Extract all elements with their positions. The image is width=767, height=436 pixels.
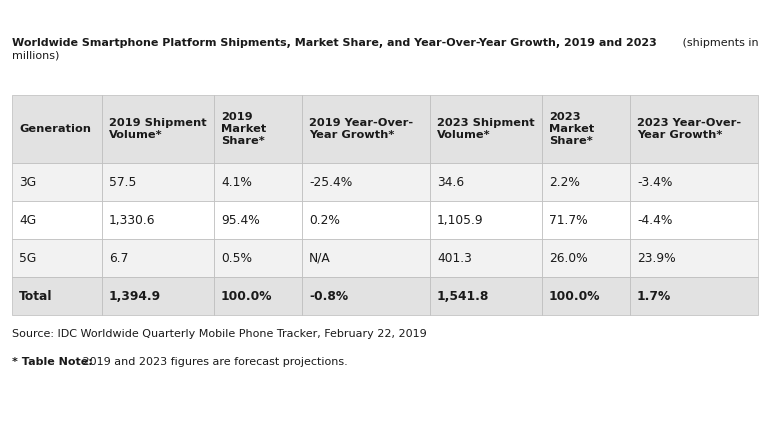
Bar xyxy=(302,201,430,239)
Text: Total: Total xyxy=(19,290,52,303)
Text: N/A: N/A xyxy=(309,252,331,265)
Text: -3.4%: -3.4% xyxy=(637,176,673,188)
Text: 1,394.9: 1,394.9 xyxy=(109,290,161,303)
Bar xyxy=(214,239,302,277)
Bar xyxy=(630,201,758,239)
Text: 3G: 3G xyxy=(19,176,36,188)
Bar xyxy=(430,239,542,277)
Text: 2023 Shipment
Volume*: 2023 Shipment Volume* xyxy=(437,118,535,140)
Bar xyxy=(630,277,758,315)
Bar xyxy=(430,95,542,163)
Bar xyxy=(430,277,542,315)
Bar xyxy=(12,95,102,163)
Text: 4G: 4G xyxy=(19,214,36,226)
Text: 1.7%: 1.7% xyxy=(637,290,671,303)
Text: 1,330.6: 1,330.6 xyxy=(109,214,156,226)
Bar xyxy=(102,277,214,315)
Text: * Table Note:: * Table Note: xyxy=(12,357,93,367)
Bar xyxy=(214,95,302,163)
Bar xyxy=(630,239,758,277)
Bar xyxy=(302,95,430,163)
Text: 95.4%: 95.4% xyxy=(221,214,260,226)
Text: (shipments in: (shipments in xyxy=(679,38,759,48)
Bar xyxy=(102,95,214,163)
Text: Source: IDC Worldwide Quarterly Mobile Phone Tracker, February 22, 2019: Source: IDC Worldwide Quarterly Mobile P… xyxy=(12,329,426,339)
Text: 2.2%: 2.2% xyxy=(549,176,580,188)
Text: 401.3: 401.3 xyxy=(437,252,472,265)
Bar xyxy=(12,239,102,277)
Text: 100.0%: 100.0% xyxy=(549,290,601,303)
Bar xyxy=(214,163,302,201)
Bar xyxy=(430,163,542,201)
Text: -0.8%: -0.8% xyxy=(309,290,348,303)
Text: 5G: 5G xyxy=(19,252,36,265)
Text: 57.5: 57.5 xyxy=(109,176,137,188)
Text: millions): millions) xyxy=(12,51,59,61)
Bar xyxy=(302,277,430,315)
Bar xyxy=(102,201,214,239)
Text: 2023
Market
Share*: 2023 Market Share* xyxy=(549,112,594,146)
Text: 100.0%: 100.0% xyxy=(221,290,272,303)
Bar xyxy=(102,239,214,277)
Bar xyxy=(542,163,630,201)
Text: 2023 Year-Over-
Year Growth*: 2023 Year-Over- Year Growth* xyxy=(637,118,741,140)
Bar xyxy=(630,95,758,163)
Bar xyxy=(542,239,630,277)
Text: 0.5%: 0.5% xyxy=(221,252,252,265)
Text: 71.7%: 71.7% xyxy=(549,214,588,226)
Text: -25.4%: -25.4% xyxy=(309,176,352,188)
Bar xyxy=(12,277,102,315)
Bar xyxy=(12,201,102,239)
Bar xyxy=(542,95,630,163)
Bar xyxy=(214,201,302,239)
Bar xyxy=(542,201,630,239)
Text: 2019 Shipment
Volume*: 2019 Shipment Volume* xyxy=(109,118,206,140)
Text: 0.2%: 0.2% xyxy=(309,214,340,226)
Text: Worldwide Smartphone Platform Shipments, Market Share, and Year-Over-Year Growth: Worldwide Smartphone Platform Shipments,… xyxy=(12,38,657,48)
Bar xyxy=(430,201,542,239)
Bar xyxy=(542,277,630,315)
Bar xyxy=(302,163,430,201)
Text: 2019
Market
Share*: 2019 Market Share* xyxy=(221,112,266,146)
Text: 2019 and 2023 figures are forecast projections.: 2019 and 2023 figures are forecast proje… xyxy=(79,357,347,367)
Text: 1,541.8: 1,541.8 xyxy=(437,290,489,303)
Text: 2019 Year-Over-
Year Growth*: 2019 Year-Over- Year Growth* xyxy=(309,118,413,140)
Text: 1,105.9: 1,105.9 xyxy=(437,214,484,226)
Text: 34.6: 34.6 xyxy=(437,176,464,188)
Text: -4.4%: -4.4% xyxy=(637,214,673,226)
Text: 6.7: 6.7 xyxy=(109,252,128,265)
Text: 23.9%: 23.9% xyxy=(637,252,676,265)
Bar xyxy=(630,163,758,201)
Bar xyxy=(102,163,214,201)
Text: Generation: Generation xyxy=(19,124,91,134)
Text: 4.1%: 4.1% xyxy=(221,176,252,188)
Text: 26.0%: 26.0% xyxy=(549,252,588,265)
Bar xyxy=(12,163,102,201)
Bar xyxy=(214,277,302,315)
Bar xyxy=(302,239,430,277)
